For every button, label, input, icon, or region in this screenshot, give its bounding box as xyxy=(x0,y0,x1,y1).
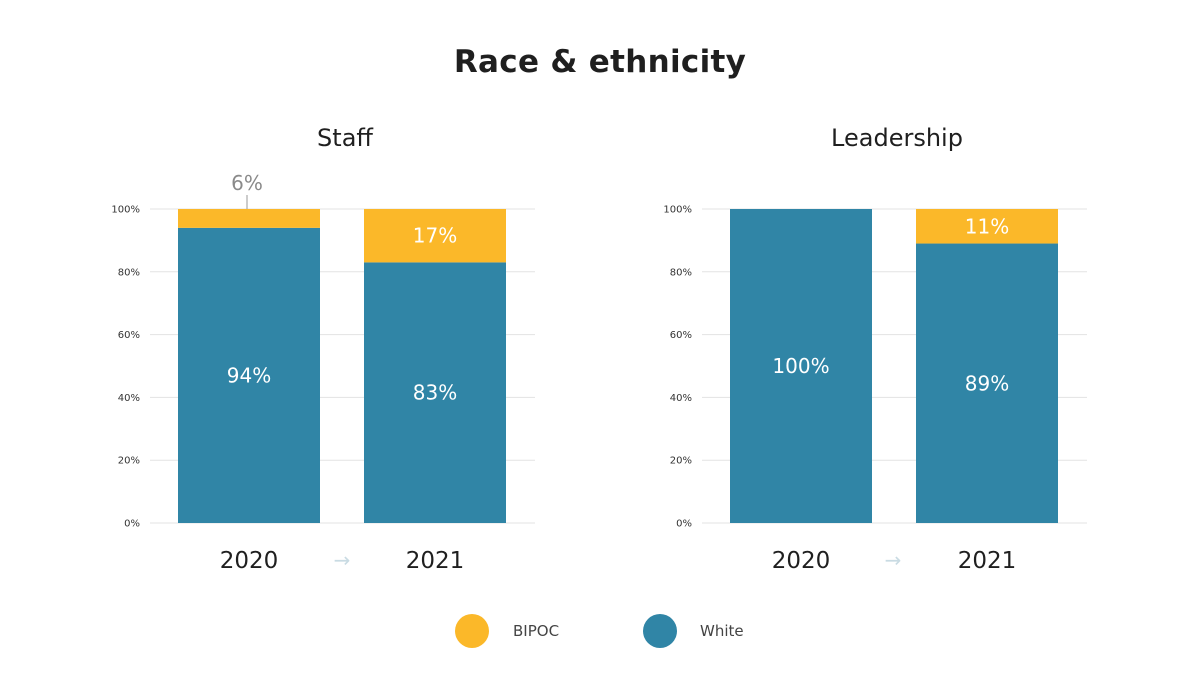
y-tick-label: 40% xyxy=(670,393,692,404)
legend-label-bipoc: BIPOC xyxy=(513,622,559,640)
legend-swatch-white xyxy=(643,614,677,648)
x-category-label: 2020 xyxy=(220,548,279,574)
legend-label-white: White xyxy=(700,622,744,640)
arrow-icon: → xyxy=(334,548,351,572)
data-label-bipoc-2021: 17% xyxy=(413,224,457,248)
y-tick-label: 20% xyxy=(670,456,692,467)
bar-white-2020 xyxy=(178,227,320,523)
bar-white-2021 xyxy=(916,243,1058,524)
data-label-bipoc-2021: 11% xyxy=(965,214,1009,238)
bar-bipoc-2020 xyxy=(178,209,320,228)
y-tick-label: 60% xyxy=(670,330,692,341)
y-tick-label: 100% xyxy=(663,205,692,216)
bar-white-2021 xyxy=(364,262,506,523)
arrow-icon: → xyxy=(885,548,902,572)
data-label-white-2021: 83% xyxy=(413,381,457,405)
y-tick-label: 20% xyxy=(118,456,140,467)
y-tick-label: 100% xyxy=(111,205,140,216)
y-tick-label: 80% xyxy=(670,267,692,278)
data-label-white-2020: 100% xyxy=(772,354,829,378)
x-category-label: 2021 xyxy=(406,548,465,574)
data-label-bipoc-2020: 6% xyxy=(231,171,263,195)
x-category-label: 2020 xyxy=(772,548,831,574)
bar-bipoc-2021 xyxy=(916,209,1058,244)
y-tick-label: 60% xyxy=(118,330,140,341)
y-tick-label: 0% xyxy=(124,519,140,530)
panel-title-leadership: Leadership xyxy=(831,124,963,152)
bar-bipoc-2021 xyxy=(364,209,506,263)
legend-swatch-bipoc xyxy=(455,614,489,648)
y-tick-label: 40% xyxy=(118,393,140,404)
panel-title-staff: Staff xyxy=(317,124,373,152)
chart-title: Race & ethnicity xyxy=(453,44,747,80)
data-label-white-2020: 94% xyxy=(227,363,271,387)
y-tick-label: 80% xyxy=(118,267,140,278)
y-tick-label: 0% xyxy=(676,519,692,530)
x-category-label: 2021 xyxy=(958,548,1017,574)
data-label-white-2021: 89% xyxy=(965,371,1009,395)
bar-white-2020 xyxy=(730,209,872,523)
